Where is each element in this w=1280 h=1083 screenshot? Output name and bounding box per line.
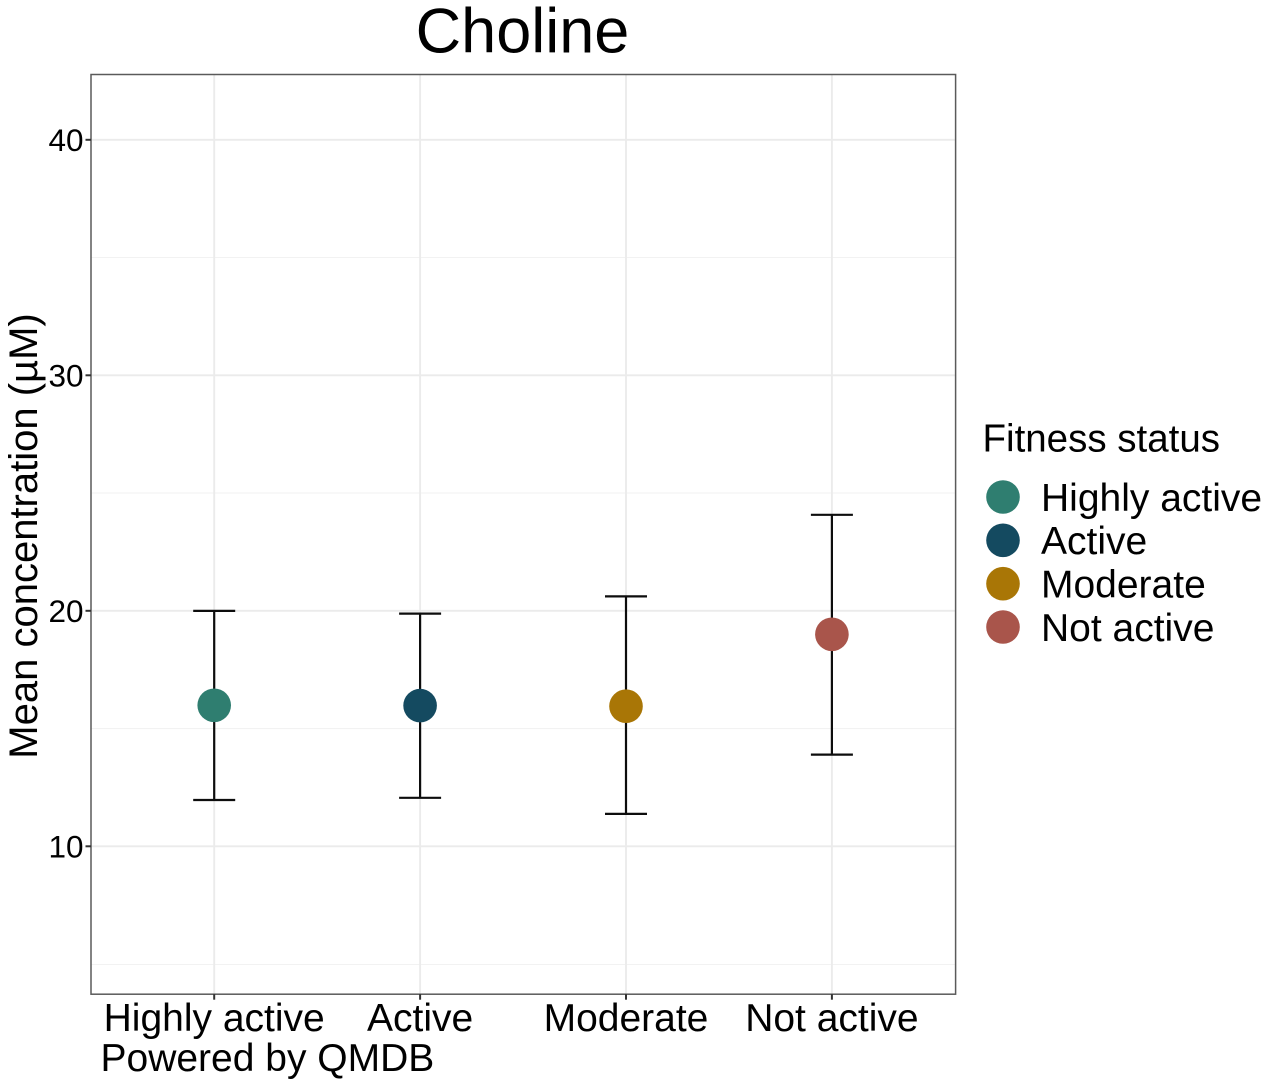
svg-text:Moderate: Moderate (544, 997, 709, 1040)
svg-text:Choline: Choline (416, 0, 630, 67)
svg-text:Not active: Not active (1041, 607, 1214, 650)
svg-text:Powered by QMDB: Powered by QMDB (101, 1037, 435, 1080)
svg-text:Moderate: Moderate (1041, 564, 1206, 607)
svg-text:30: 30 (48, 358, 83, 394)
svg-text:40: 40 (48, 122, 83, 158)
svg-text:Highly active: Highly active (104, 997, 325, 1040)
svg-text:20: 20 (48, 593, 83, 629)
svg-text:Fitness status: Fitness status (983, 418, 1221, 461)
svg-text:Active: Active (1041, 520, 1147, 563)
svg-text:Active: Active (367, 997, 473, 1040)
svg-text:Mean concentration (µM): Mean concentration (µM) (2, 313, 46, 758)
svg-text:10: 10 (48, 829, 83, 865)
svg-text:Not active: Not active (745, 997, 918, 1040)
svg-text:Highly active: Highly active (1041, 477, 1262, 520)
